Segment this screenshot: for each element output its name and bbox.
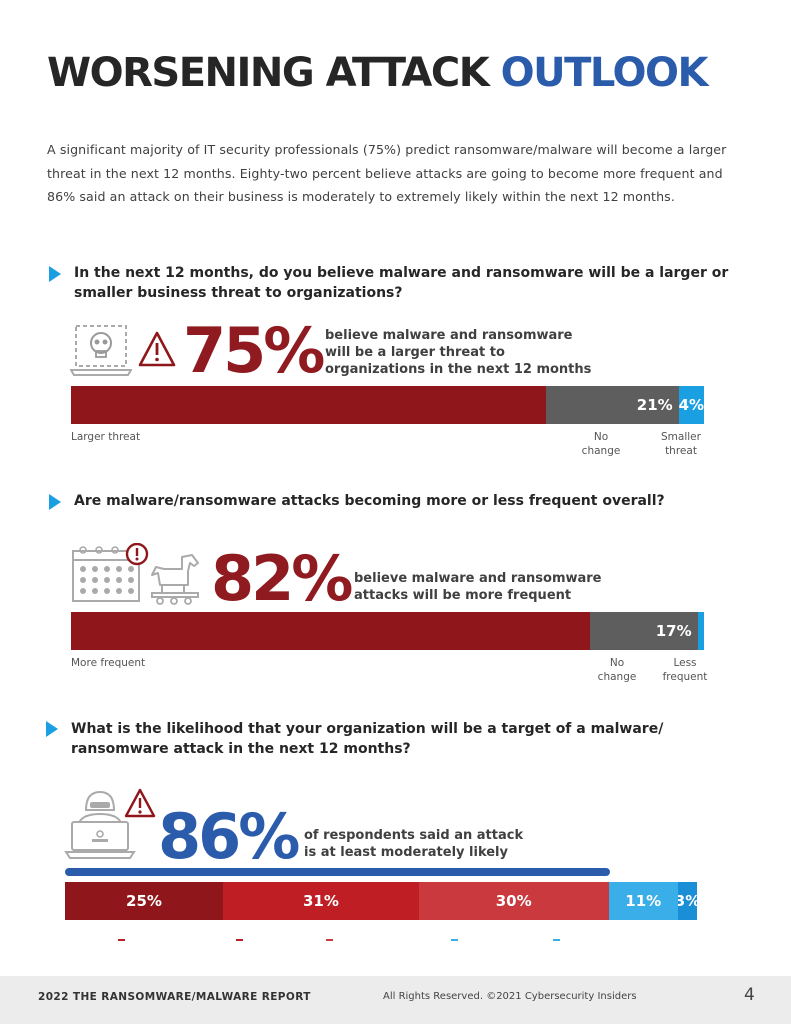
page-title-part2: OUTLOOK bbox=[500, 50, 709, 96]
page-number: 4 bbox=[744, 985, 755, 1005]
label-less-frequent: Less frequent bbox=[662, 657, 708, 683]
label-smaller-threat: Smaller threat bbox=[661, 431, 701, 457]
label-no-change-2: No change bbox=[597, 657, 637, 683]
bar-segment-25: 25% bbox=[65, 882, 223, 920]
calendar-alert-icon bbox=[72, 543, 149, 602]
bar-chart-threat: 21% 4% bbox=[71, 386, 704, 424]
stat-82-percent: 82% bbox=[211, 542, 353, 615]
legend-tick bbox=[236, 939, 243, 941]
bar-segment-smaller-threat: 4% bbox=[678, 386, 704, 424]
bracket-86-percent bbox=[65, 868, 610, 876]
bar-segment-30: 30% bbox=[418, 882, 609, 920]
legend-tick bbox=[326, 939, 333, 941]
stat-86-description: of respondents said an attack is at leas… bbox=[304, 828, 524, 860]
label-larger-threat: Larger threat bbox=[71, 431, 141, 443]
question-2-arrow-icon bbox=[49, 494, 61, 510]
legend-tick bbox=[118, 939, 125, 941]
trojan-horse-icon bbox=[151, 554, 199, 605]
intro-paragraph: A significant majority of IT security pr… bbox=[47, 142, 727, 204]
bar-segment-31: 31% bbox=[223, 882, 419, 920]
bar-chart-frequency: 17% 1% bbox=[71, 612, 704, 650]
bar-segment-no-change: 21% bbox=[545, 386, 679, 424]
warning-icon bbox=[138, 331, 176, 367]
label-more-frequent: More frequent bbox=[71, 657, 146, 669]
question-2: Are malware/ransomware attacks becoming … bbox=[74, 493, 665, 509]
bar-segment-3: 3% bbox=[678, 882, 697, 920]
stat-82-description: believe malware and ransomware attacks w… bbox=[354, 571, 602, 603]
bar-segment-no-change: 17% bbox=[590, 612, 698, 650]
footer-rights: All Rights Reserved. ©2021 Cybersecurity… bbox=[383, 991, 637, 1002]
label-no-change-1: No change bbox=[581, 431, 621, 457]
bar-chart-likelihood: 25% 31% 30% 11% 3% bbox=[65, 882, 697, 920]
footer-bar bbox=[0, 976, 791, 1024]
footer-report-title: 2022 THE RANSOMWARE/MALWARE REPORT bbox=[38, 991, 311, 1003]
page-title-part1: WORSENING ATTACK bbox=[47, 50, 490, 96]
bar-segment-less-frequent: 1% bbox=[697, 612, 704, 650]
bar-segment-11: 11% bbox=[608, 882, 679, 920]
legend-tick bbox=[451, 939, 458, 941]
question-1: In the next 12 months, do you believe ma… bbox=[74, 265, 729, 301]
question-3-arrow-icon bbox=[46, 721, 58, 737]
hacker-laptop-icon bbox=[64, 788, 156, 859]
bar-segment-larger-threat bbox=[71, 386, 546, 424]
legend-tick bbox=[553, 939, 560, 941]
page-title: WORSENING ATTACK OUTLOOK bbox=[47, 50, 709, 96]
stat-75-percent: 75% bbox=[183, 314, 325, 387]
bar-segment-more-frequent bbox=[71, 612, 591, 650]
question-3: What is the likelihood that your organiz… bbox=[71, 721, 664, 757]
question-1-arrow-icon bbox=[49, 266, 61, 282]
stat-86-percent: 86% bbox=[158, 800, 300, 873]
stat-75-description: believe malware and ransomware will be a… bbox=[325, 328, 592, 377]
laptop-skull-icon bbox=[70, 325, 132, 376]
